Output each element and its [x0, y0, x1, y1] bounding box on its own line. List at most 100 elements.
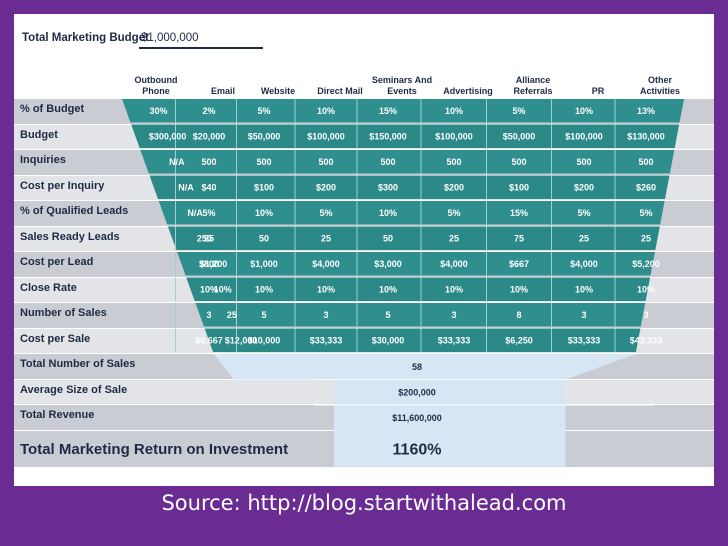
- row-label: Budget: [20, 128, 58, 141]
- cell-value: $200: [444, 182, 464, 192]
- cell-value: 10%: [317, 106, 335, 116]
- cell-value: 25: [204, 233, 214, 243]
- cell-value: $50,000: [248, 131, 281, 141]
- row-label: Sales Ready Leads: [20, 230, 120, 243]
- cell-value: 5%: [257, 106, 270, 116]
- cell-value: $100: [254, 182, 274, 192]
- funnel-row: [140, 150, 675, 174]
- column-header: Alliance Referrals: [513, 75, 553, 96]
- row-label: Inquiries: [20, 154, 66, 166]
- cell-value: 3: [206, 310, 211, 320]
- cell-value: 25: [579, 233, 589, 243]
- cell-value: 8: [516, 310, 521, 320]
- cell-value: N/A: [169, 157, 185, 167]
- cell-value: 30%: [149, 106, 167, 116]
- cell-value: N/A: [178, 182, 194, 192]
- cell-value: $300: [378, 182, 398, 192]
- cell-value: N/A: [187, 208, 203, 218]
- budget-underline: [139, 47, 263, 49]
- cell-value: $260: [636, 182, 656, 192]
- row-label: Close Rate: [20, 281, 77, 294]
- row-label: Total Revenue: [20, 409, 95, 421]
- cell-value: 500: [380, 157, 395, 167]
- row-label: Average Size of Sale: [20, 383, 128, 396]
- cell-value: $20,000: [193, 131, 226, 141]
- cell-value: 2%: [202, 106, 215, 116]
- cell-value: $33,333: [568, 335, 601, 345]
- cell-value: $4,000: [440, 259, 468, 269]
- cell-value: $200: [574, 182, 594, 192]
- cell-value: $1,200: [200, 259, 228, 269]
- cell-value: 250: [197, 233, 212, 243]
- cell-value: 500: [638, 157, 653, 167]
- row-label: Cost per Inquiry: [20, 179, 105, 192]
- cell-value: $200: [316, 182, 336, 192]
- cell-value: $33,333: [310, 335, 343, 345]
- cell-value: $100,000: [307, 131, 345, 141]
- funnel-row: [158, 201, 665, 225]
- cell-value: 10%: [637, 284, 655, 294]
- column-header: Website: [260, 85, 296, 96]
- funnel-table: 30% 2% 5% 10% 15% 10% 5% 10% 13% $300,000 $20,000 $…: [122, 99, 684, 467]
- cell-value: $43,333: [630, 335, 663, 345]
- cell-value: 10%: [510, 284, 528, 294]
- cell-value: 10%: [255, 284, 273, 294]
- row-label: Total Number of Sales: [20, 358, 136, 370]
- cell-value: $667: [509, 259, 529, 269]
- cell-value: 5%: [577, 208, 590, 218]
- total-value: $11,600,000: [392, 413, 442, 423]
- column-header: Direct Mail: [317, 85, 363, 96]
- cell-value: 5%: [202, 208, 215, 218]
- cell-value: 5%: [447, 208, 460, 218]
- cell-value: 3: [581, 310, 586, 320]
- cell-value: 25: [227, 310, 237, 320]
- cell-value: $12,000: [225, 335, 258, 345]
- cell-value: $4,000: [570, 259, 598, 269]
- cell-value: $4,000: [312, 259, 340, 269]
- cell-value: 5: [385, 310, 390, 320]
- funnel-row: [195, 303, 646, 327]
- cell-value: $40: [201, 182, 216, 192]
- column-header: Outbound Phone: [134, 75, 178, 96]
- roi-label: Total Marketing Return on Investment: [20, 440, 289, 458]
- cell-value: 10%: [317, 284, 335, 294]
- funnel-row: [167, 226, 660, 250]
- column-header: Advertising: [443, 85, 493, 96]
- cell-value: $800: [199, 259, 219, 269]
- cell-value: 5%: [512, 106, 525, 116]
- cell-value: 75: [514, 233, 524, 243]
- cell-value: 10%: [214, 284, 232, 294]
- source-caption: Source: http://blog.startwithalead.com: [161, 491, 567, 515]
- funnel-row: [149, 175, 670, 199]
- cell-value: $100,000: [435, 131, 473, 141]
- cell-value: 10%: [379, 284, 397, 294]
- budget-value: $1,000,000: [141, 32, 199, 44]
- cell-value: 25: [641, 233, 651, 243]
- cell-value: $10,000: [248, 335, 281, 345]
- cell-value: 10%: [379, 208, 397, 218]
- cell-value: 500: [256, 157, 271, 167]
- funnel-row: [122, 99, 684, 123]
- cell-value: $150,000: [369, 131, 407, 141]
- cell-value: 15%: [379, 106, 397, 116]
- column-header: PR: [591, 85, 605, 96]
- cell-value: 50: [259, 233, 269, 243]
- cell-value: 5%: [639, 208, 652, 218]
- cell-value: $1,000: [250, 259, 278, 269]
- cell-value: $130,000: [627, 131, 665, 141]
- totals-funnel: [213, 354, 636, 467]
- row-label: % of Budget: [20, 103, 85, 115]
- roi-value: 1160%: [393, 442, 442, 459]
- cell-value: $3,000: [374, 259, 402, 269]
- cell-value: $5,200: [632, 259, 660, 269]
- cell-value: $100,000: [565, 131, 603, 141]
- cell-value: $300,000: [149, 131, 187, 141]
- cell-value: 25: [449, 233, 459, 243]
- cell-value: 500: [576, 157, 591, 167]
- cell-value: $6,250: [505, 335, 533, 345]
- cell-value: 500: [511, 157, 526, 167]
- funnel-row: [131, 124, 680, 148]
- cell-value: 10%: [445, 284, 463, 294]
- funnel-row: [204, 328, 641, 352]
- cell-value: $50,000: [503, 131, 536, 141]
